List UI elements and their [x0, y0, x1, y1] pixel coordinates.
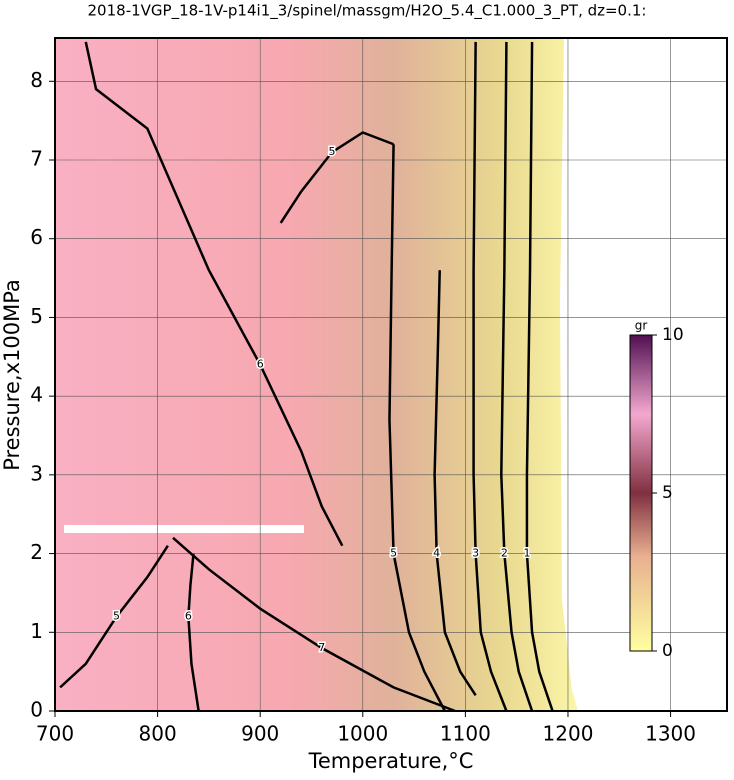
- y-tick-label: 7: [30, 147, 43, 171]
- colorbar: [629, 334, 653, 652]
- y-tick-label: 8: [30, 68, 43, 92]
- contour-label: 3: [472, 547, 479, 560]
- colorbar-tick-label: 0: [662, 641, 673, 661]
- contour-line: [472, 41, 508, 712]
- contour-label: 6: [185, 610, 192, 623]
- plot-frame: [54, 37, 728, 712]
- contour-line: [525, 41, 554, 712]
- contour-line: [500, 41, 534, 712]
- contour-label: 7: [318, 641, 325, 654]
- contour-label: 6: [257, 358, 264, 371]
- contour-line: [84, 41, 344, 547]
- x-tick-label: 1300: [645, 722, 696, 746]
- y-tick-label: 1: [30, 619, 43, 643]
- x-axis-label: Temperature,°C: [308, 749, 474, 773]
- y-tick-label: 4: [30, 383, 43, 407]
- contour-label: 2: [501, 547, 508, 560]
- contour-label: 5: [329, 145, 336, 158]
- x-tick-label: 1100: [440, 722, 491, 746]
- field-fill: [55, 38, 578, 711]
- y-tick-label: 0: [30, 698, 43, 722]
- y-axis-label: Pressure,x100MPa: [0, 279, 24, 471]
- x-tick-label: 1200: [543, 722, 594, 746]
- colorbar-label: gr: [635, 319, 648, 333]
- x-tick-label: 900: [241, 722, 279, 746]
- x-tick-label: 700: [36, 722, 74, 746]
- contour-line: [187, 553, 200, 712]
- gap-band: [64, 525, 304, 533]
- colorbar-tick-label: 5: [662, 483, 673, 503]
- x-tick-label: 800: [139, 722, 177, 746]
- contour-line: [279, 131, 395, 224]
- contour-label: 4: [433, 547, 440, 560]
- y-tick-label: 6: [30, 225, 43, 249]
- contour-label: 5: [390, 547, 397, 560]
- contour-line: [388, 144, 446, 712]
- contours: 6 5 5 4 3 2 1 6 7 5: [59, 41, 554, 713]
- contour-line: [172, 536, 456, 713]
- contour-line: [433, 270, 477, 696]
- y-tick-label: 2: [30, 540, 43, 564]
- contour-label: 1: [523, 547, 530, 560]
- chart-title: 2018-1VGP_18-1V-p14i1_3/spinel/massgm/H2…: [88, 2, 647, 21]
- x-tick-label: 1000: [337, 722, 388, 746]
- y-tick-label: 5: [30, 304, 43, 328]
- colorbar-tick-label: 10: [662, 325, 684, 345]
- contour-label: 5: [113, 610, 120, 623]
- contour-line: [59, 545, 169, 689]
- y-tick-label: 3: [30, 461, 43, 485]
